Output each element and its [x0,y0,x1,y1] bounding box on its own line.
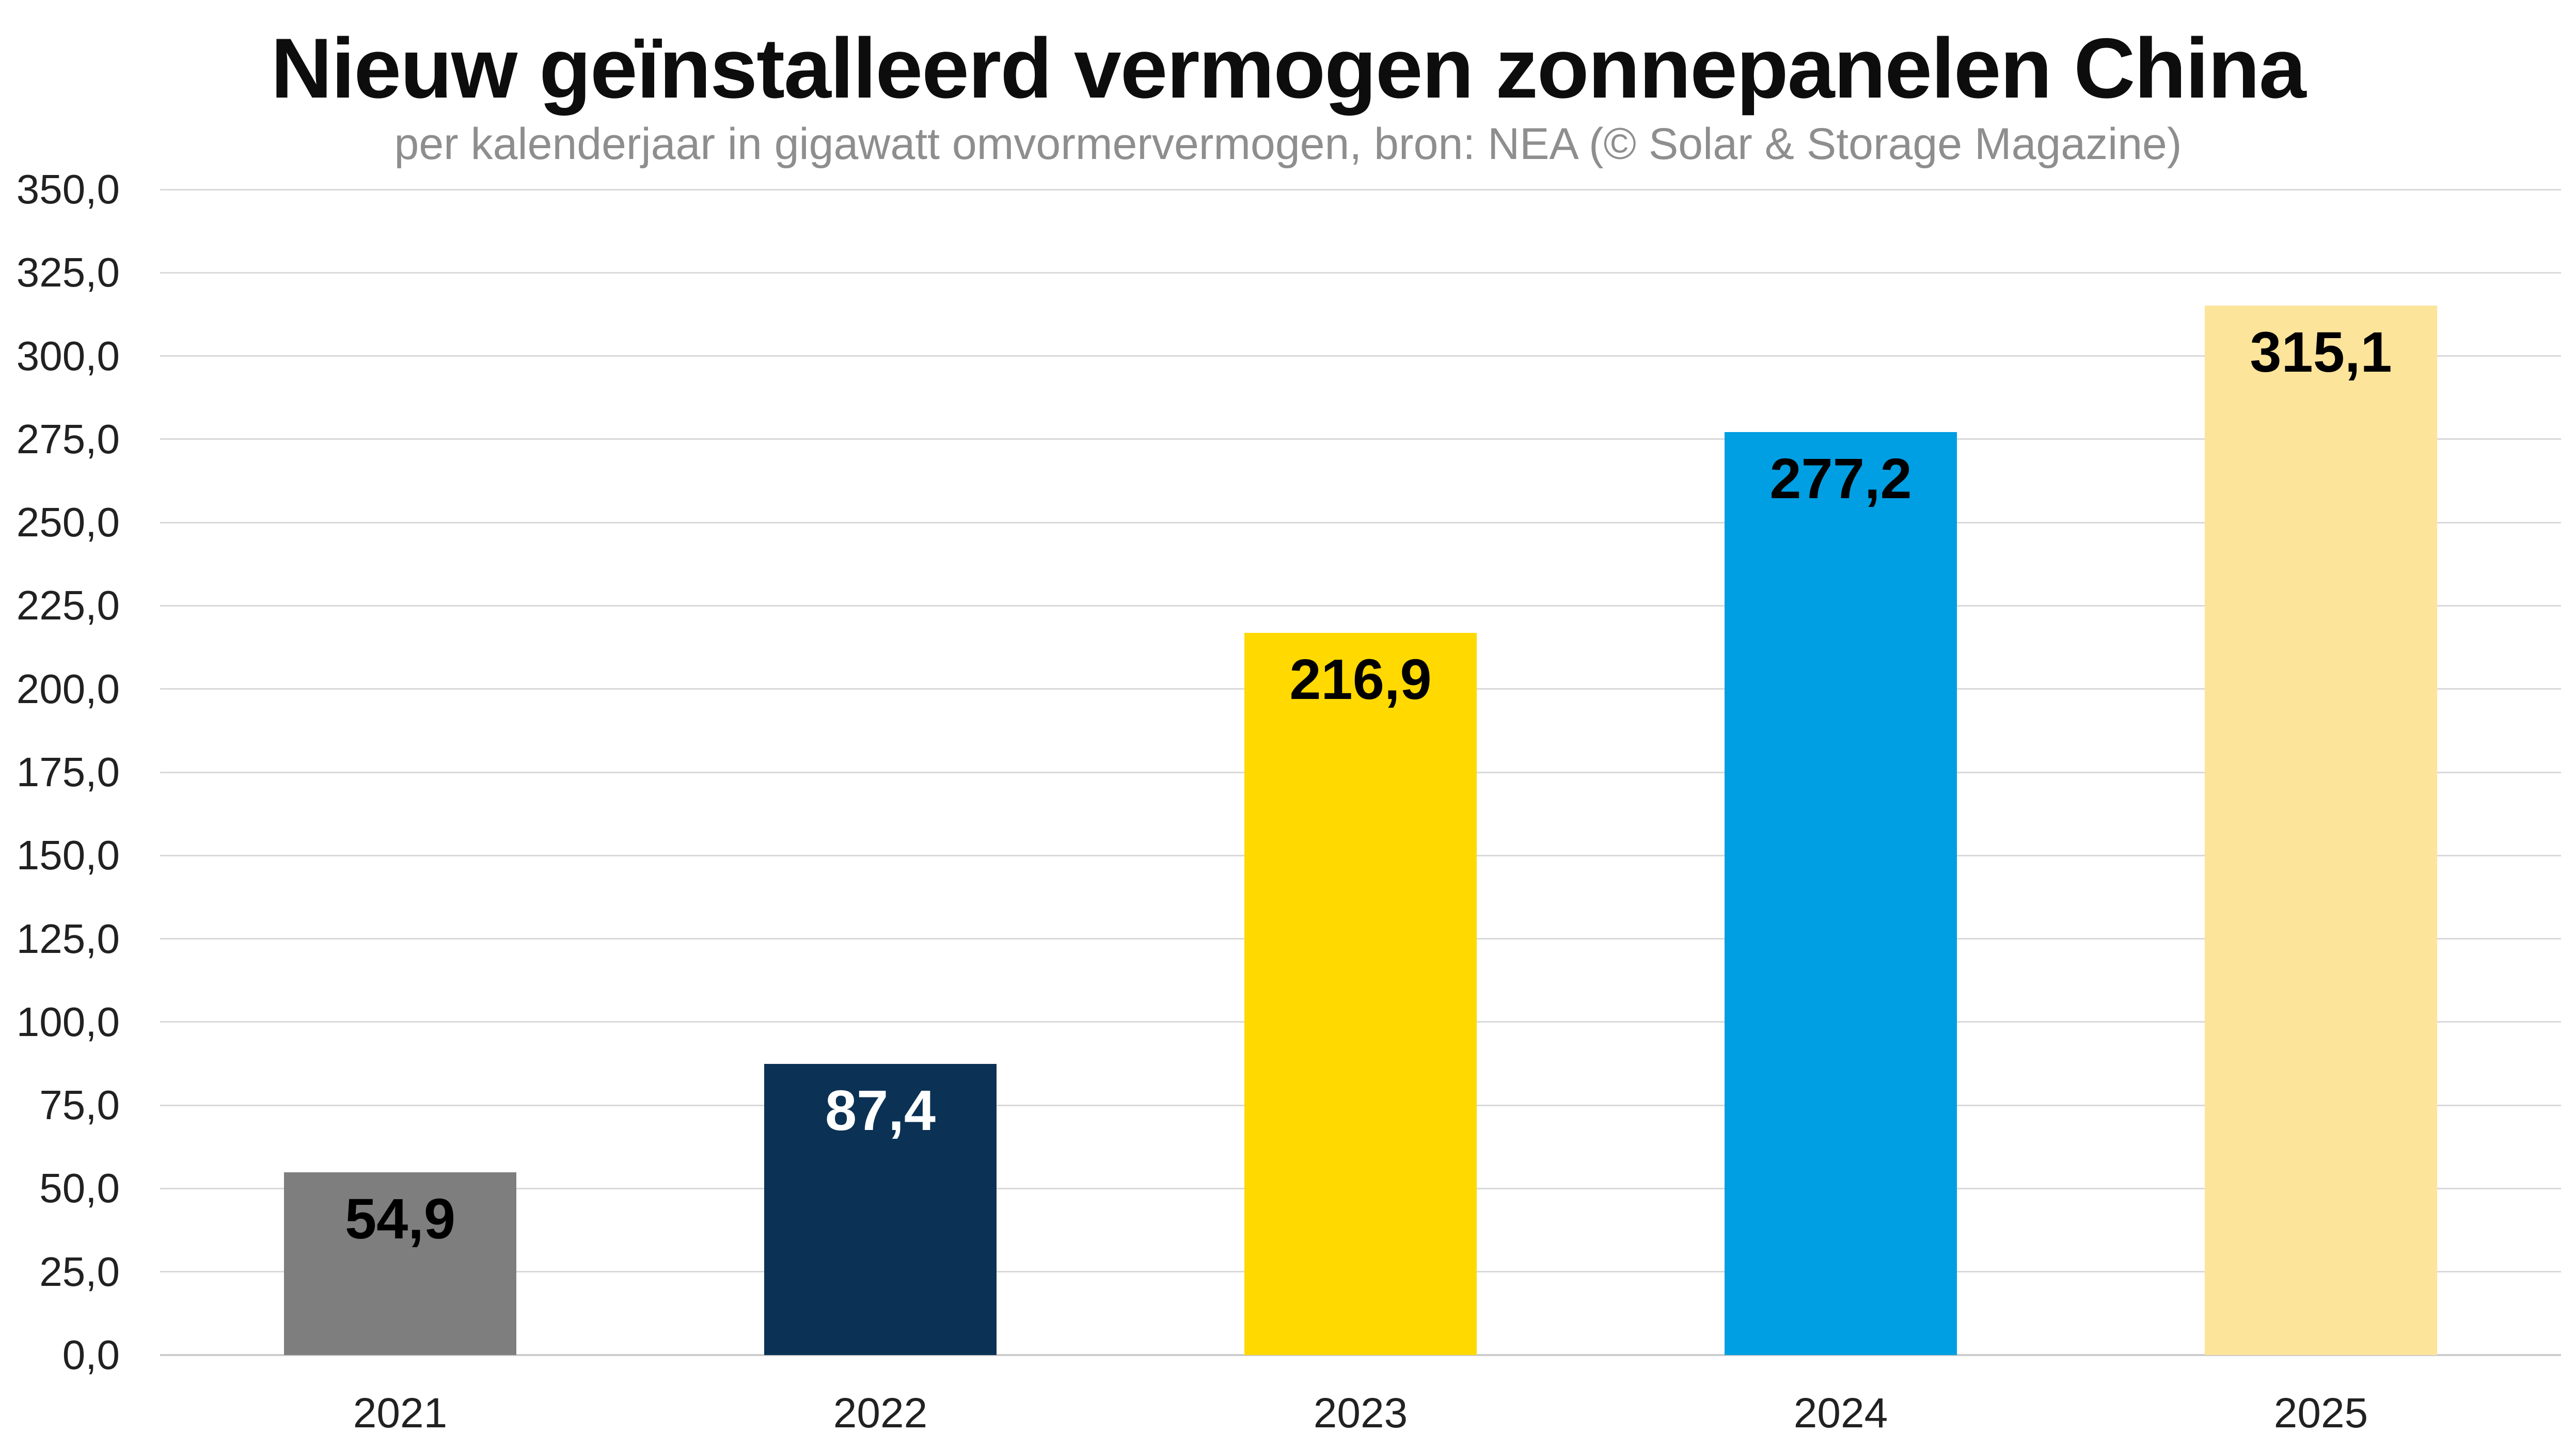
y-tick-label-325: 325,0 [16,249,120,296]
y-tick-label-0: 0,0 [62,1332,120,1378]
bar-value-label-2024: 277,2 [1769,447,1912,511]
y-tick-label-225: 225,0 [16,582,120,629]
y-tick-label-100: 100,0 [16,998,120,1045]
x-axis: 2021 2022 2023 2024 2025 [160,1379,2561,1446]
gridline-250 [160,521,2561,523]
y-tick-label-350: 350,0 [16,166,120,212]
bar-2022: 87,4 [764,1064,997,1355]
gridline-350 [160,188,2561,190]
x-tick-label-2023: 2023 [1313,1390,1408,1437]
bar-value-label-2023: 216,9 [1289,647,1432,711]
chart-subtitle: per kalenderjaar in gigawatt omvormerver… [394,119,2182,169]
y-tick-label-200: 200,0 [16,665,120,712]
x-tick-label-2024: 2024 [1793,1390,1888,1437]
bar-2024: 277,2 [1725,432,1957,1355]
x-tick-label-2025: 2025 [2273,1390,2368,1437]
x-tick-label-2021: 2021 [353,1390,448,1437]
y-tick-label-25: 25,0 [39,1248,120,1295]
gridline-225 [160,604,2561,607]
y-tick-label-75: 75,0 [39,1082,120,1128]
y-tick-label-150: 150,0 [16,832,120,879]
bar-2025: 315,1 [2205,306,2437,1355]
bar-2023: 216,9 [1244,632,1477,1355]
y-tick-label-250: 250,0 [16,499,120,546]
gridline-325 [160,272,2561,274]
y-axis: 0,0 25,0 50,0 75,0 100,0 125,0 150,0 175,0 200,0… [0,0,124,1449]
plot-area: 54,9 87,4 216,9 277,2 315,1 [160,188,2561,1356]
y-tick-label-300: 300,0 [16,332,120,379]
chart-title: Nieuw geïnstalleerd vermogen zonnepanele… [271,21,2306,116]
bar-2021: 54,9 [284,1172,516,1355]
bar-value-label-2021: 54,9 [344,1187,456,1251]
x-tick-label-2022: 2022 [833,1390,928,1437]
y-tick-label-50: 50,0 [39,1165,120,1212]
bar-value-label-2022: 87,4 [825,1079,936,1143]
y-tick-label-175: 175,0 [16,749,120,795]
y-tick-label-125: 125,0 [16,915,120,962]
y-tick-label-275: 275,0 [16,416,120,462]
gridline-300 [160,355,2561,357]
gridline-275 [160,438,2561,440]
bar-value-label-2025: 315,1 [2250,321,2392,385]
